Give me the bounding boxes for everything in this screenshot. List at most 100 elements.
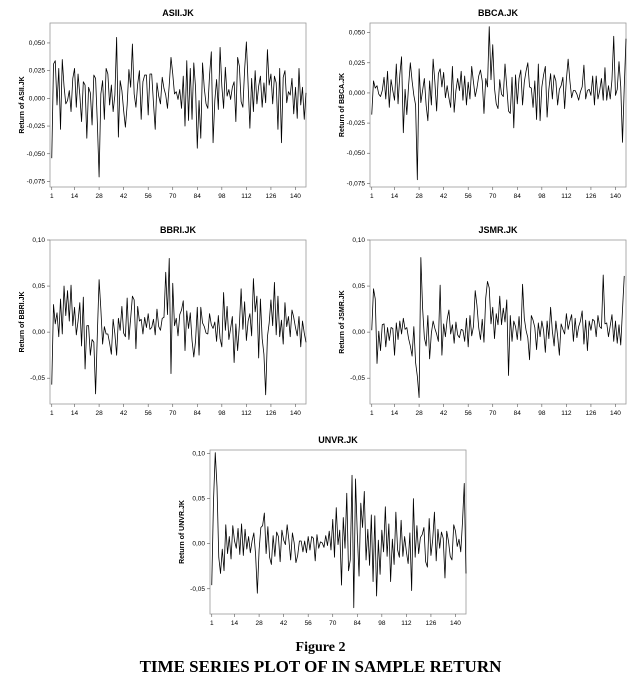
- x-tick-label: 28: [415, 193, 423, 200]
- x-tick-label: 28: [415, 410, 423, 417]
- x-tick-label: 42: [440, 193, 448, 200]
- x-tick-label: 98: [378, 620, 386, 627]
- x-tick-label: 84: [354, 620, 362, 627]
- y-tick-label: 0,050: [29, 40, 46, 47]
- chart-title: UNVR.JK: [318, 435, 358, 445]
- x-tick-label: 126: [266, 410, 277, 417]
- x-tick-label: 42: [120, 193, 128, 200]
- y-tick-label: 0,00: [192, 541, 205, 548]
- y-tick-label: 0,025: [29, 68, 46, 75]
- x-tick-label: 1: [50, 193, 54, 200]
- x-tick-label: 14: [71, 193, 79, 200]
- y-tick-label: -0,05: [30, 375, 45, 382]
- x-tick-label: 126: [266, 193, 277, 200]
- x-tick-label: 14: [231, 620, 239, 627]
- y-tick-label: 0,05: [32, 283, 45, 290]
- chart-svg: ASII.JK 0,050 0,025 0,000 -0,025 -0,050 -0,075…: [19, 8, 307, 200]
- x-tick-label: 140: [290, 410, 301, 417]
- x-tick-label: 56: [465, 410, 473, 417]
- y-tick-label: -0,05: [190, 586, 205, 593]
- y-axis-label: Return of JSMR.JK: [339, 290, 346, 353]
- y-tick-label: 0,10: [32, 237, 45, 244]
- y-tick-label: -0,050: [347, 150, 366, 157]
- y-tick-label: -0,050: [27, 151, 46, 158]
- y-axis-label: Return of UNVR.JK: [179, 500, 186, 564]
- x-tick-label: 140: [610, 193, 621, 200]
- x-tick-label: 28: [255, 620, 263, 627]
- y-tick-label: 0,000: [349, 90, 366, 97]
- x-tick-label: 70: [329, 620, 337, 627]
- plot-frame: [49, 22, 307, 188]
- y-tick-label: -0,025: [347, 120, 366, 127]
- x-tick-label: 56: [145, 193, 153, 200]
- y-tick-label: 0,05: [192, 496, 205, 503]
- x-tick-label: 98: [218, 410, 226, 417]
- x-tick-label: 14: [391, 410, 399, 417]
- y-tick-label: 0,050: [349, 30, 366, 37]
- chart-svg: UNVR.JK 0,10 0,05 0,00 -0,05 1 14 28 42 56 70 84 98 1…: [179, 435, 467, 627]
- x-tick-label: 70: [489, 193, 497, 200]
- series-line: [371, 257, 625, 398]
- x-tick-label: 84: [194, 410, 202, 417]
- x-tick-label: 112: [241, 193, 252, 200]
- x-tick-label: 70: [489, 410, 497, 417]
- x-tick-label: 42: [440, 410, 448, 417]
- chart-title: ASII.JK: [162, 8, 194, 18]
- x-tick-label: 14: [71, 410, 79, 417]
- chart-svg: BBRI.JK 0,10 0,05 0,00 -0,05 1 14 28 42 56 70 84 98 1…: [19, 225, 307, 417]
- x-tick-label: 42: [120, 410, 128, 417]
- x-tick-label: 56: [145, 410, 153, 417]
- x-tick-label: 112: [561, 410, 572, 417]
- x-tick-label: 140: [450, 620, 461, 627]
- series-line: [51, 37, 307, 178]
- chart-title: BBRI.JK: [160, 225, 197, 235]
- figure-title: TIME SERIES PLOT OF IN SAMPLE RETURN: [139, 657, 502, 676]
- x-tick-label: 112: [561, 193, 572, 200]
- y-tick-label: 0,00: [352, 329, 365, 336]
- series-line: [371, 26, 627, 181]
- x-tick-label: 84: [514, 193, 522, 200]
- x-tick-label: 70: [169, 410, 177, 417]
- x-tick-label: 56: [465, 193, 473, 200]
- x-tick-label: 112: [401, 620, 412, 627]
- series-line: [51, 258, 307, 396]
- chart-title: BBCA.JK: [478, 8, 519, 18]
- y-axis-label: Return of BBCA.JK: [339, 73, 346, 137]
- plot-frame: [49, 239, 307, 405]
- y-tick-label: 0,10: [352, 237, 365, 244]
- x-tick-label: 56: [305, 620, 313, 627]
- chart-svg: BBCA.JK 0,050 0,025 0,000 -0,025 -0,050 -0,075…: [339, 8, 627, 200]
- y-tick-label: -0,025: [27, 123, 46, 130]
- y-tick-label: 0,10: [192, 451, 205, 458]
- y-tick-label: 0,025: [349, 60, 366, 67]
- plot-frame: [209, 449, 467, 615]
- x-tick-label: 126: [586, 193, 597, 200]
- y-axis-label: Return of ASII.JK: [19, 76, 26, 133]
- x-tick-label: 98: [538, 410, 546, 417]
- x-tick-label: 28: [95, 410, 103, 417]
- x-tick-label: 1: [370, 193, 374, 200]
- chart-svg: JSMR.JK 0,10 0,05 0,00 -0,05 1 14 28 42 56 70 84 98 1…: [339, 225, 627, 417]
- x-tick-label: 84: [194, 193, 202, 200]
- x-tick-label: 70: [169, 193, 177, 200]
- x-tick-label: 42: [280, 620, 288, 627]
- y-axis-label: Return of BBRI.JK: [19, 291, 26, 352]
- x-tick-label: 98: [218, 193, 226, 200]
- series-line: [211, 452, 467, 609]
- x-tick-label: 1: [370, 410, 374, 417]
- x-tick-label: 1: [50, 410, 54, 417]
- figure-label: Figure 2: [295, 640, 346, 655]
- x-tick-label: 126: [586, 410, 597, 417]
- y-tick-label: -0,05: [350, 375, 365, 382]
- x-tick-label: 1: [210, 620, 214, 627]
- x-tick-label: 98: [538, 193, 546, 200]
- y-tick-label: 0,00: [32, 329, 45, 336]
- x-tick-label: 140: [610, 410, 621, 417]
- x-tick-label: 126: [426, 620, 437, 627]
- y-tick-label: 0,000: [29, 95, 46, 102]
- x-tick-label: 28: [95, 193, 103, 200]
- chart-title: JSMR.JK: [478, 225, 518, 235]
- y-tick-label: 0,05: [352, 283, 365, 290]
- x-tick-label: 14: [391, 193, 399, 200]
- x-tick-label: 140: [290, 193, 301, 200]
